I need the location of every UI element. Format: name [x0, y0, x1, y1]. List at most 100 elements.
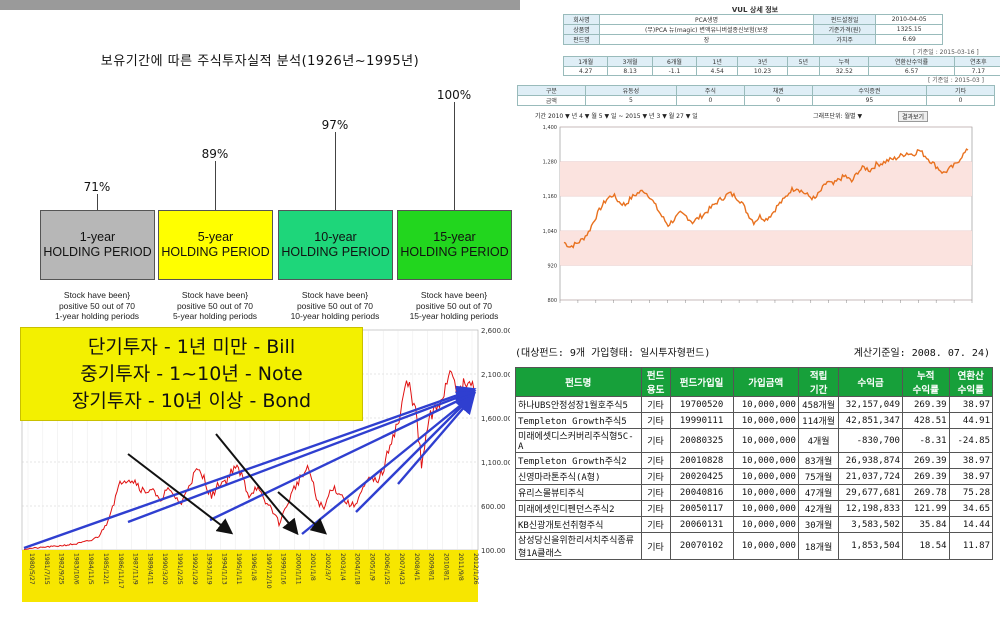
- vul-cell: 회사명: [562, 14, 601, 25]
- return-header: 1년: [696, 56, 739, 67]
- y-tick-label: 1,400: [543, 125, 557, 131]
- fund-cell: 35.84: [901, 516, 950, 533]
- table-row: 삼성당신을위한리서치주식종류형1A클래스 기타 20070102 10,000,000…: [515, 532, 994, 560]
- holding-period-box: 5-year HOLDING PERIOD: [158, 210, 273, 280]
- holding-box-line: 10-year: [314, 230, 357, 244]
- holding-caption: Stock have been} positive 50 out of 70 15-…: [409, 290, 499, 321]
- alloc-value: 5: [584, 95, 677, 106]
- x-tick-label: 1986/11/17: [117, 553, 124, 589]
- x-tick-label: 2007/4/23: [398, 553, 405, 585]
- x-tick-label: 1990/3/20: [161, 553, 168, 585]
- fund-cell: 기타: [640, 516, 671, 533]
- fund-cell: 269.39: [901, 468, 950, 485]
- fund-cell: 12,198,833: [838, 500, 903, 517]
- vul-info-table: 회사명 PCA생명 펀드설정일 2010-04-05 상품명 (무)PCA 뉴(magi…: [562, 14, 943, 45]
- fund-column-header: 수익금: [838, 367, 903, 397]
- vul-unit-select[interactable]: 그래프단위: 월별 ▼: [813, 113, 863, 120]
- holding-box-line: HOLDING PERIOD: [161, 245, 270, 259]
- alloc-header: 기타: [926, 85, 995, 96]
- fund-cell: 42,851,347: [838, 412, 903, 429]
- vul-cell: 가치주: [812, 34, 877, 45]
- y-tick-label: 1,160: [543, 194, 557, 200]
- vul-alloc-table: 구분 유동성 주식 채권 수익증권 기타 금액 5 0 0 95 0: [517, 85, 995, 106]
- fund-cell: 10,000,000: [732, 484, 799, 501]
- series-line: [23, 369, 475, 551]
- alloc-header: 유동성: [584, 85, 677, 96]
- decline-arrow: [277, 491, 328, 535]
- fund-cell: 38.97: [948, 396, 994, 413]
- x-tick-label: 1997/12/10: [265, 553, 272, 589]
- return-header: 6개월: [651, 56, 698, 67]
- trend-arrow: [355, 392, 476, 513]
- holding-connector: [335, 132, 336, 210]
- x-tick-label: 1985/12/1: [102, 553, 109, 585]
- fund-cell: 10,000,000: [732, 452, 799, 469]
- fund-cell: -830,700: [838, 428, 903, 453]
- fund-cell: 34.65: [948, 500, 994, 517]
- fund-column-header: 적립 기간: [797, 367, 840, 397]
- banner-line-3: 장기투자 - 10년 이상 - Bond: [71, 390, 312, 412]
- fund-cell: 83개월: [797, 452, 840, 469]
- fund-cell: 19700520: [669, 396, 734, 413]
- x-axis-strip: [22, 550, 478, 602]
- fund-table: 펀드명 펀드 용도 펀드가입일 가입금액 적립 기간 수익금 누적 수익률 연환산 수익률 하나UBS안…: [515, 367, 994, 560]
- fund-cell: 18.54: [901, 532, 950, 560]
- fund-cell: 20080325: [669, 428, 734, 453]
- fund-cell: 428.51: [901, 412, 950, 429]
- fund-cell: 20020425: [669, 468, 734, 485]
- holding-percent: 100%: [436, 88, 472, 102]
- vul-cell: 6.69: [875, 34, 943, 45]
- alloc-value: 0: [926, 95, 995, 106]
- fund-cell: 기타: [640, 412, 671, 429]
- banner-line-2: 중기투자 - 1~10년 - Note: [80, 363, 303, 385]
- holding-period-diagram: 71% 1-year HOLDING PERIOD Stock have been} p…: [0, 0, 520, 330]
- x-tick-label: 2006/1/25: [383, 553, 390, 585]
- x-tick-label: 2005/1/9: [368, 553, 375, 581]
- vul-cell: 상품명: [562, 24, 601, 35]
- fund-cell: 44.91: [948, 412, 994, 429]
- fund-cell: 19990111: [669, 412, 734, 429]
- vul-cell: 장: [599, 34, 814, 45]
- fund-cell: -24.85: [948, 428, 994, 453]
- return-header: 5년: [786, 56, 820, 67]
- holding-percent: 89%: [201, 147, 229, 161]
- fund-cell: 458개월: [797, 396, 840, 413]
- vul-title: VUL 상세 정보: [731, 6, 779, 14]
- table-row: 미래에셋디스커버리주식형5C-A 기타 20080325 10,000,000 4개월 -…: [515, 428, 994, 453]
- fund-cell: 20040816: [669, 484, 734, 501]
- holding-percent: 97%: [321, 118, 349, 132]
- holding-box-line: HOLDING PERIOD: [43, 245, 152, 259]
- holding-period-box: 1-year HOLDING PERIOD: [40, 210, 155, 280]
- fund-cell: 기타: [640, 452, 671, 469]
- holding-period-box: 10-year HOLDING PERIOD: [278, 210, 393, 280]
- return-header: 누적: [818, 56, 870, 67]
- x-tick-label: 2001/1/8: [309, 553, 316, 581]
- fund-cell: 10,000,000: [732, 428, 799, 453]
- fund-cell: 10,000,000: [732, 516, 799, 533]
- fund-cell: 114개월: [797, 412, 840, 429]
- fund-cell: 기타: [640, 500, 671, 517]
- table-row: KB신광개토선취형주식 기타 20060131 10,000,000 30개월 3,583…: [515, 516, 994, 533]
- holding-box-line: 5-year: [197, 230, 234, 244]
- vul-period-select[interactable]: 기간 2010 ▼ 년 4 ▼ 월 5 ▼ 일 ~ 2015 ▼ 년 3 ▼ 월…: [535, 113, 698, 120]
- x-tick-label: 2000/1/11: [294, 553, 301, 585]
- fund-header-right: 계산기준일: 2008. 07. 24): [853, 348, 990, 359]
- fund-cell: 1,853,504: [838, 532, 903, 560]
- fund-cell: 삼성당신을위한리서치주식종류형1A클래스: [515, 532, 642, 560]
- return-value: 8.13: [607, 66, 653, 76]
- table-row: 유리스몰뷰티주식 기타 20040816 10,000,000 47개월 29,677,6…: [515, 484, 994, 501]
- fund-cell: 20050117: [669, 500, 734, 517]
- fund-cell: 10,000,000: [732, 532, 799, 560]
- fund-cell: Templeton Growth주식5: [515, 412, 642, 429]
- fund-cell: 3,583,502: [838, 516, 903, 533]
- decline-arrow: [215, 433, 299, 536]
- result-button[interactable]: 결과보기: [898, 111, 929, 122]
- series-line: [563, 148, 969, 249]
- return-value: [786, 66, 820, 76]
- x-tick-label: 1994/1/13: [220, 553, 227, 585]
- holding-percent: 71%: [83, 180, 111, 194]
- fund-header-left: (대상펀드: 9개 가입형태: 일시투자형펀드): [515, 348, 711, 359]
- trend-arrow: [397, 394, 476, 485]
- alloc-value: 95: [811, 95, 928, 106]
- band: [560, 161, 972, 197]
